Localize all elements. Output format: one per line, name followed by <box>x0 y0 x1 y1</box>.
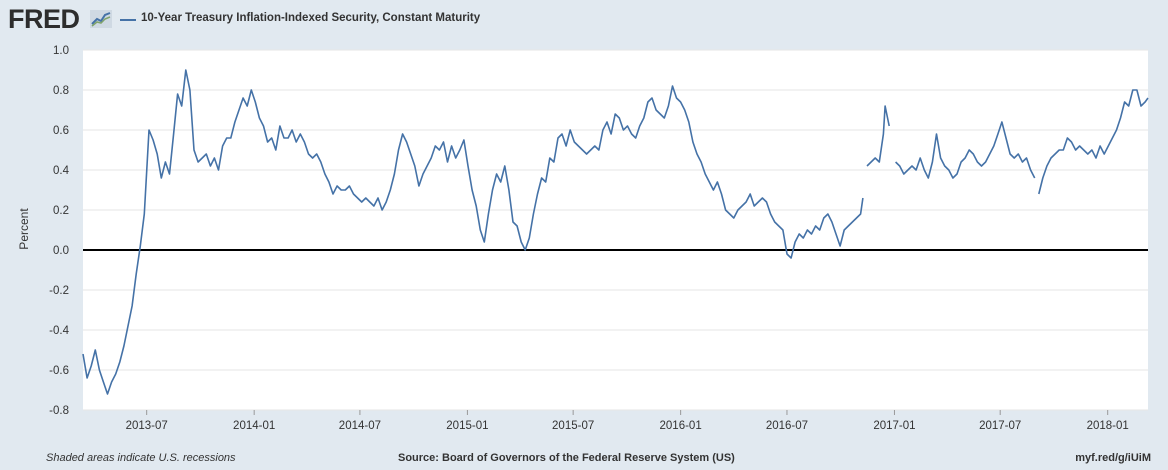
y-tick-label: -0.2 <box>49 285 69 297</box>
series-line <box>895 121 1036 179</box>
x-tick-label: 2017-01 <box>873 420 915 432</box>
chart-header: FRED 10-Year Treasury Inflation-Indexed … <box>0 0 1168 40</box>
plot-area <box>83 50 1148 410</box>
y-tick-label: -0.8 <box>49 405 69 417</box>
y-tick-label: 0.2 <box>53 205 69 217</box>
series-line <box>1038 89 1149 195</box>
x-tick-label: 2015-01 <box>446 420 488 432</box>
y-tick-label: -0.6 <box>49 365 69 377</box>
legend-series-title: 10-Year Treasury Inflation-Indexed Secur… <box>141 12 481 24</box>
x-tick-label: 2017-07 <box>979 420 1021 432</box>
x-tick-label: 2015-07 <box>552 420 594 432</box>
y-tick-label: 0.8 <box>53 85 69 97</box>
x-tick-label: 2014-01 <box>233 420 275 432</box>
y-axis-label: Percent <box>17 208 31 250</box>
x-tick-label: 2018-01 <box>1087 420 1129 432</box>
y-tick-label: 1.0 <box>53 45 69 57</box>
short-link[interactable]: myf.red/g/iUiM <box>1075 452 1151 464</box>
fred-logo[interactable]: FRED <box>8 4 80 34</box>
x-tick-label: 2014-07 <box>339 420 381 432</box>
x-tick-label: 2016-07 <box>766 420 808 432</box>
series-line <box>82 69 864 395</box>
recession-note: Shaded areas indicate U.S. recessions <box>46 452 236 464</box>
series-line <box>866 105 890 167</box>
chart-line-icon <box>90 10 112 28</box>
y-tick-label: -0.4 <box>49 325 69 337</box>
x-tick-label: 2013-07 <box>126 420 168 432</box>
y-tick-label: 0.6 <box>53 125 69 137</box>
y-tick-label: 0.0 <box>53 245 69 257</box>
legend-swatch <box>120 19 136 21</box>
y-tick-label: 0.4 <box>53 165 70 177</box>
source-note: Source: Board of Governors of the Federa… <box>398 452 735 464</box>
x-tick-label: 2016-01 <box>660 420 702 432</box>
